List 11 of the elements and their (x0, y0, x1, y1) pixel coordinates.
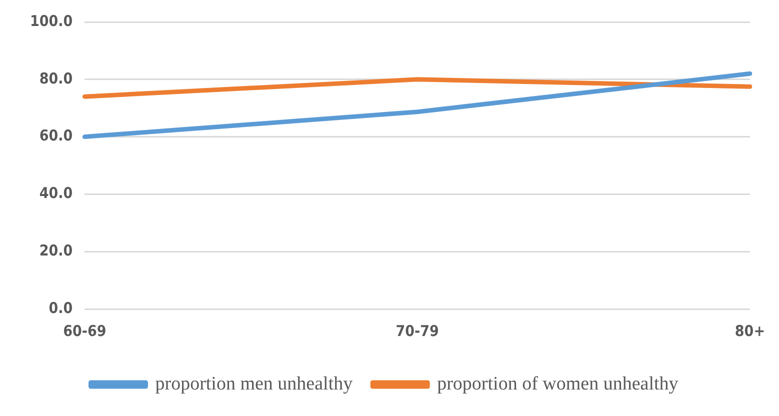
x-tick-label: 80+ (734, 322, 766, 340)
y-tick-label: 20.0 (39, 241, 73, 260)
legend-label: proportion men unhealthy (155, 373, 354, 394)
y-tick-label: 0.0 (48, 298, 73, 317)
x-tick-label: 60-69 (63, 322, 106, 340)
y-tick-label: 80.0 (39, 69, 73, 88)
y-tick-label: 60.0 (39, 126, 73, 145)
y-tick-label: 100.0 (30, 12, 73, 30)
x-tick-label: 70-79 (396, 322, 439, 340)
y-tick-label: 40.0 (39, 184, 73, 202)
legend-label: proportion of women unhealthy (437, 373, 679, 394)
